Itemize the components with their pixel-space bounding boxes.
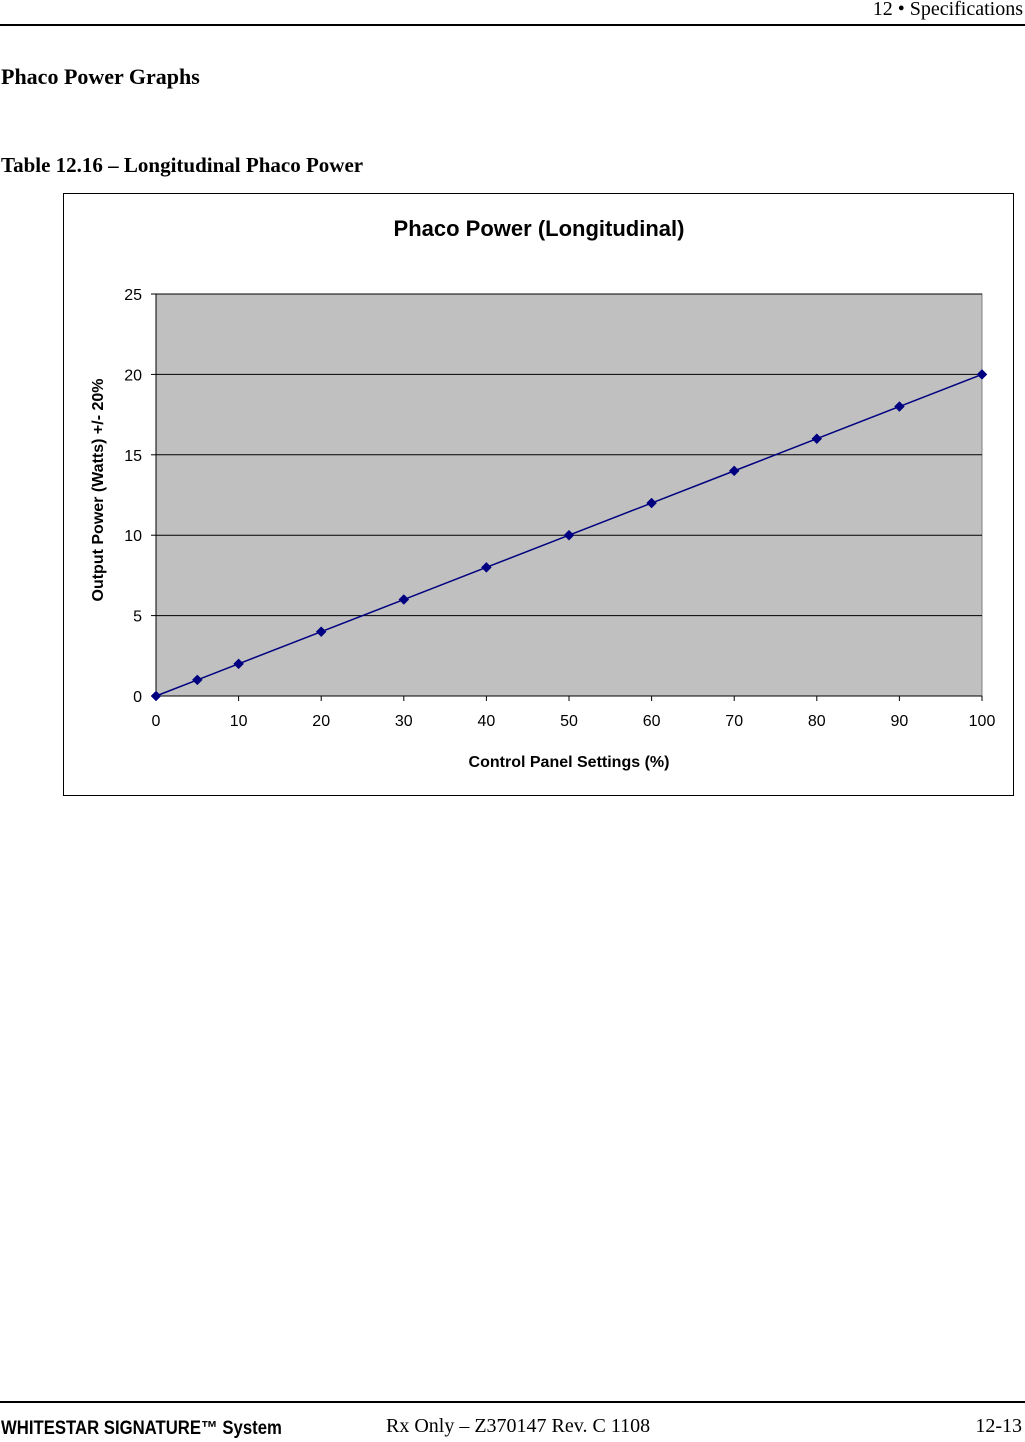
data-point — [728, 465, 740, 477]
line-chart: 0 5 10 15 20 25 0 10 20 30 40 50 60 70 80 90 100 Phaco Po… — [90, 216, 996, 771]
x-tick-label: 70 — [725, 713, 743, 730]
series-line — [155, 373, 983, 697]
footer-rule — [0, 1401, 1025, 1403]
x-tick-label: 40 — [478, 713, 496, 730]
x-tick-label: 60 — [643, 713, 661, 730]
y-tick-label: 20 — [124, 367, 142, 384]
x-tick-label: 100 — [969, 713, 996, 730]
y-tick-label: 0 — [133, 689, 142, 706]
data-point — [315, 626, 327, 638]
x-tick-label: 10 — [230, 713, 248, 730]
y-axis-label: Output Power (Watts) +/- 20% — [90, 379, 107, 602]
chart-frame: 0 5 10 15 20 25 0 10 20 30 40 50 60 70 80 90 100 Phaco Po… — [63, 193, 1014, 796]
data-point — [481, 562, 492, 573]
running-header: 12 • Specifications — [872, 0, 1023, 20]
data-point — [150, 690, 162, 702]
x-tick-label: 30 — [395, 713, 413, 730]
header-rule — [0, 24, 1025, 26]
data-point — [976, 369, 988, 380]
x-tick-label: 20 — [312, 713, 330, 730]
footer-page-number: 12-13 — [975, 1415, 1022, 1437]
data-point — [646, 497, 657, 509]
y-tick-label: 25 — [124, 287, 142, 304]
x-tick-label: 0 — [152, 713, 161, 730]
x-tick-label: 90 — [891, 713, 909, 730]
footer-rx-revision: Rx Only – Z370147 Rev. C 1108 — [386, 1415, 651, 1437]
x-tick-label: 80 — [808, 713, 826, 730]
data-point — [191, 674, 203, 686]
x-tick-label: 50 — [560, 713, 578, 730]
table-caption: Table 12.16 – Longitudinal Phaco Power — [1, 153, 364, 177]
plot-area — [155, 293, 983, 697]
y-tick-label: 5 — [133, 609, 142, 626]
y-tick-label: 10 — [124, 528, 142, 545]
data-point — [894, 401, 905, 412]
chart-title: Phaco Power (Longitudinal) — [394, 216, 685, 241]
x-axis-label: Control Panel Settings (%) — [469, 754, 670, 771]
y-tick-label: 15 — [124, 448, 142, 465]
section-title: Phaco Power Graphs — [1, 64, 200, 89]
data-point — [811, 433, 823, 445]
data-point — [233, 658, 244, 670]
data-point — [398, 594, 410, 605]
data-point — [563, 529, 575, 541]
footer-product-name: WHITESTAR SIGNATURE™ System — [1, 1418, 282, 1439]
